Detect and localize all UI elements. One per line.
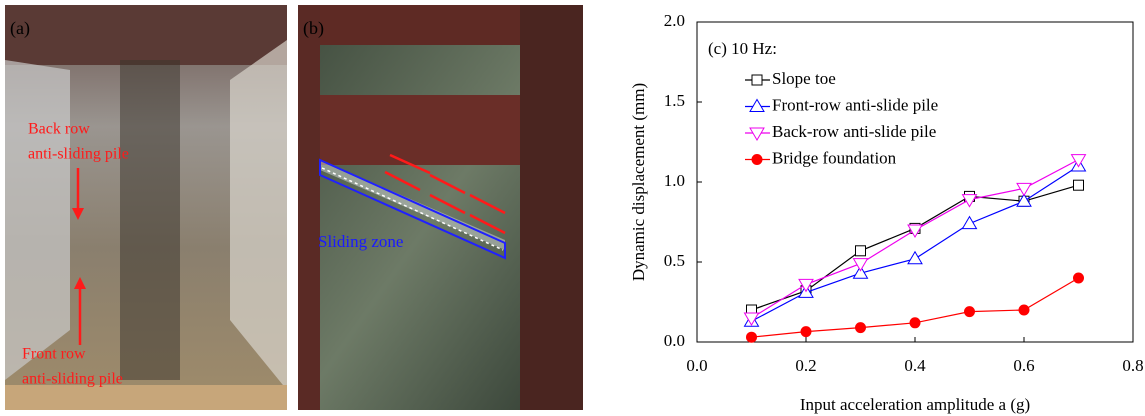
marker bbox=[855, 245, 866, 257]
photo-b bbox=[298, 5, 583, 410]
marker bbox=[1016, 182, 1032, 197]
arrowhead bbox=[72, 208, 84, 220]
annotation: Front row bbox=[22, 346, 86, 363]
series-line bbox=[751, 165, 1079, 322]
plot-frame bbox=[696, 21, 1134, 343]
y-tick-label: 0.0 bbox=[664, 331, 685, 350]
marker bbox=[909, 317, 921, 329]
annotation: (c) 10 Hz: bbox=[708, 39, 777, 58]
photo-label: (a) bbox=[10, 18, 30, 39]
x-tick-label: 0.6 bbox=[1013, 356, 1034, 375]
marker bbox=[800, 326, 812, 338]
legend-marker bbox=[749, 127, 765, 141]
legend-marker bbox=[749, 98, 765, 112]
annotation: Sliding zone bbox=[318, 232, 403, 251]
marker bbox=[1016, 193, 1032, 207]
marker bbox=[798, 278, 814, 293]
marker bbox=[743, 312, 760, 326]
legend-label: Bridge foundation bbox=[772, 148, 897, 167]
y-tick-label: 1.5 bbox=[664, 91, 685, 110]
y-tick-label: 0.5 bbox=[664, 251, 685, 270]
x-tick-label: 0.0 bbox=[686, 356, 707, 375]
arrowhead bbox=[74, 277, 86, 289]
annotation: Back row bbox=[28, 121, 90, 138]
marker bbox=[964, 306, 975, 318]
photo-a bbox=[5, 5, 287, 410]
marker bbox=[746, 331, 757, 343]
marker bbox=[1073, 272, 1084, 284]
legend-label: Back-row anti-slide pile bbox=[772, 122, 936, 141]
x-tick-label: 0.2 bbox=[795, 356, 816, 375]
legend-marker bbox=[751, 154, 763, 165]
marker bbox=[907, 250, 923, 265]
legend-label: Front-row anti-slide pile bbox=[772, 95, 938, 114]
legend-label: Slope toe bbox=[772, 69, 836, 88]
marker bbox=[852, 258, 869, 272]
y-tick-label: 1.0 bbox=[664, 171, 685, 190]
marker bbox=[855, 322, 866, 334]
marker bbox=[961, 215, 978, 230]
marker bbox=[1073, 179, 1084, 191]
marker bbox=[907, 224, 923, 238]
y-axis-label: Dynamic displacement (mm) bbox=[629, 83, 648, 281]
marker bbox=[1018, 304, 1030, 316]
annotation: anti-sliding pile bbox=[28, 146, 129, 163]
x-tick-label: 0.8 bbox=[1122, 356, 1143, 375]
sliding-zone bbox=[319, 158, 506, 260]
x-axis-label: Input acceleration amplitude a (g) bbox=[800, 395, 1030, 414]
marker bbox=[961, 194, 978, 208]
y-tick-label: 2.0 bbox=[664, 11, 685, 30]
annotation: anti-sliding pile bbox=[22, 371, 123, 388]
arrows bbox=[384, 153, 506, 235]
photo-label: (b) bbox=[303, 18, 324, 39]
x-tick-label: 0.4 bbox=[904, 356, 926, 375]
marker bbox=[1070, 154, 1087, 168]
legend-marker bbox=[751, 74, 763, 86]
marker bbox=[852, 265, 869, 279]
